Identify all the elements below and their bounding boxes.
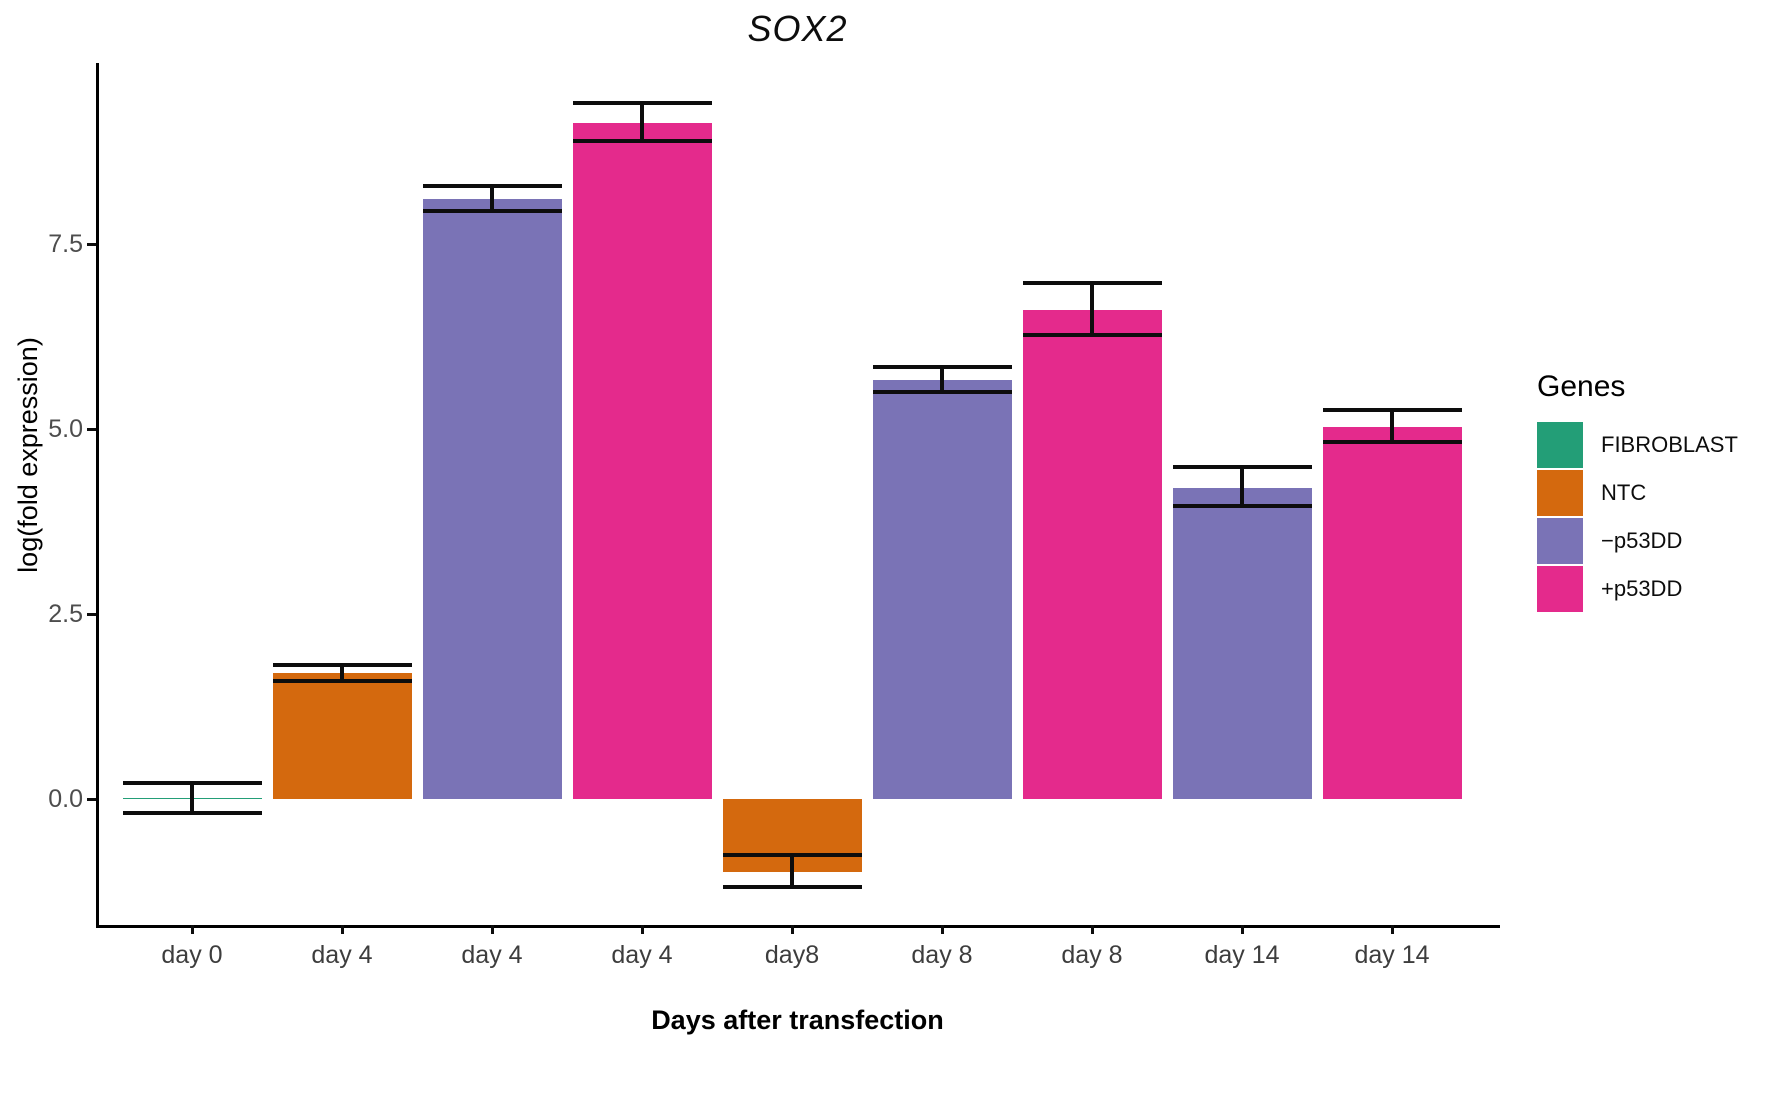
x-axis-tick <box>341 925 344 934</box>
y-axis-tick <box>87 798 96 801</box>
error-bar-bottom-cap <box>1172 503 1312 508</box>
legend-title: Genes <box>1537 370 1626 403</box>
x-axis-tick-label: day 4 <box>611 941 673 969</box>
y-axis-tick-label: 7.5 <box>48 230 83 258</box>
x-axis-tick-label: day 14 <box>1354 941 1430 969</box>
x-axis-tick-label: day 8 <box>1061 941 1123 969</box>
x-axis-tick-label: day 4 <box>311 941 373 969</box>
y-axis-tick <box>87 613 96 616</box>
legend-swatch <box>1537 470 1583 516</box>
bar-8-p53DD <box>1172 488 1312 799</box>
legend-swatch <box>1537 518 1583 564</box>
x-axis-tick-label: day 8 <box>911 941 973 969</box>
error-bar-stem <box>640 103 644 142</box>
legend-item-p53DD: +p53DD <box>1537 566 1783 612</box>
legend-label: NTC <box>1601 480 1647 505</box>
x-axis-tick-label: day 0 <box>161 941 223 969</box>
error-bar-stem <box>1240 466 1244 506</box>
error-bar-bottom-cap <box>872 390 1012 394</box>
legend-label: +p53DD <box>1601 576 1683 601</box>
error-bar-bottom-cap <box>272 678 412 683</box>
y-axis-line <box>96 63 99 928</box>
x-axis-tick-label: day 4 <box>461 941 523 969</box>
error-bar-stem <box>490 186 494 211</box>
y-axis-tick <box>87 428 96 431</box>
x-axis-tick-label: day 14 <box>1204 941 1280 969</box>
x-axis-tick <box>941 925 944 934</box>
legend-swatch <box>1537 566 1583 612</box>
error-bar-bottom-cap <box>572 139 712 144</box>
x-axis-tick <box>491 925 494 934</box>
legend-swatch <box>1537 422 1583 468</box>
legend-item-FIBROBLAST: FIBROBLAST <box>1537 422 1783 468</box>
error-bar-stem <box>790 855 794 888</box>
x-axis-title: Days after transfection <box>651 1005 944 1035</box>
error-bar-stem <box>1090 283 1094 336</box>
error-bar-bottom-cap <box>122 811 262 816</box>
bar-3-p53DD <box>422 198 562 799</box>
error-bar-stem <box>940 366 944 392</box>
error-bar-stem <box>190 782 194 814</box>
bar-7-p53DD <box>1022 309 1162 799</box>
x-axis-tick <box>191 925 194 934</box>
x-axis-tick <box>641 925 644 934</box>
bar-4-p53DD <box>572 122 712 799</box>
legend-item-p53DD: −p53DD <box>1537 518 1783 564</box>
chart-title: SOX2 <box>747 8 848 49</box>
legend: Genes FIBROBLAST NTC −p53DD +p53DD <box>1537 370 1783 614</box>
x-axis-tick-label: day8 <box>764 941 820 969</box>
error-bar-bottom-cap <box>422 208 562 213</box>
y-axis-tick-label: 2.5 <box>48 600 83 628</box>
error-bar-stem <box>340 665 344 681</box>
y-axis-tick <box>87 243 96 246</box>
legend-label: −p53DD <box>1601 528 1683 553</box>
bar-6-p53DD <box>872 380 1012 799</box>
x-axis-tick <box>1391 925 1394 934</box>
y-axis-tick-label: 5.0 <box>48 415 83 443</box>
legend-label: FIBROBLAST <box>1601 432 1738 457</box>
x-axis-tick <box>1241 925 1244 934</box>
legend-item-NTC: NTC <box>1537 470 1783 516</box>
error-bar-bottom-cap <box>1322 440 1462 445</box>
error-bar-bottom-cap <box>1022 333 1162 338</box>
error-bar-bottom-cap <box>722 885 862 890</box>
x-axis-tick <box>791 925 794 934</box>
x-axis-line <box>96 925 1500 928</box>
y-axis-title: log(fold expression) <box>13 337 43 573</box>
y-axis-tick-label: 0.0 <box>48 785 83 813</box>
bar-2-NTC <box>272 673 412 799</box>
bar-9-p53DD <box>1322 426 1462 799</box>
x-axis-tick <box>1091 925 1094 934</box>
error-bar-stem <box>1390 409 1394 443</box>
